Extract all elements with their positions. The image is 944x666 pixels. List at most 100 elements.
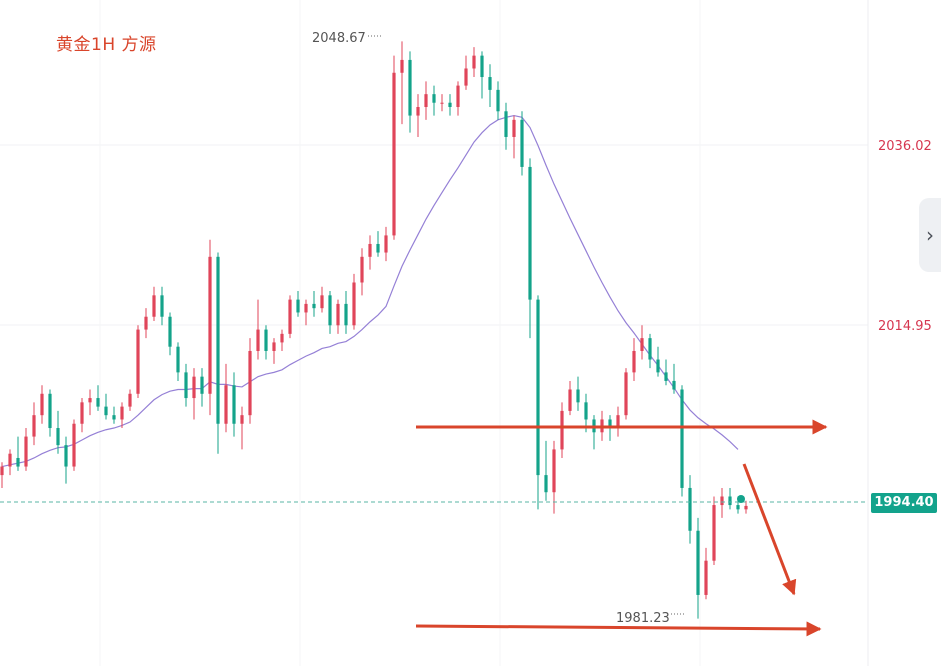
- candle-body: [416, 107, 420, 116]
- candle-body: [640, 338, 644, 351]
- candle-body: [240, 415, 244, 424]
- candle-body: [16, 457, 20, 467]
- candle: [304, 299, 308, 326]
- candle-body: [544, 475, 548, 493]
- candle: [88, 389, 92, 416]
- candle-body: [120, 406, 124, 420]
- candle: [120, 402, 124, 429]
- candle: [104, 393, 108, 420]
- candle-body: [192, 376, 196, 399]
- candle-body: [368, 243, 372, 257]
- candle-body: [184, 372, 188, 399]
- candle: [184, 363, 188, 407]
- chevron-right-icon: ›: [926, 223, 934, 247]
- candle-body: [632, 350, 636, 373]
- candle: [440, 94, 444, 112]
- candle: [424, 81, 428, 120]
- candle-body: [568, 389, 572, 411]
- candle-body: [200, 376, 204, 394]
- candle: [192, 368, 196, 420]
- candle: [728, 487, 732, 510]
- candle: [176, 342, 180, 381]
- candle: [680, 385, 684, 497]
- candle: [560, 402, 564, 458]
- candle: [328, 291, 332, 334]
- candle: [696, 517, 700, 619]
- candle-body: [688, 487, 692, 531]
- candle-body: [288, 299, 292, 334]
- candle-body: [432, 94, 436, 103]
- candle: [504, 102, 508, 150]
- candle: [136, 325, 140, 399]
- ma-line: [1, 114, 739, 468]
- candle-body: [496, 89, 500, 112]
- candle: [408, 51, 412, 133]
- candle-body: [376, 243, 380, 253]
- candle: [40, 385, 44, 424]
- candle-body: [480, 55, 484, 78]
- candle-body: [280, 333, 284, 343]
- candle-body: [136, 329, 140, 394]
- candle: [432, 85, 436, 116]
- candle-body: [424, 94, 428, 108]
- candle: [648, 333, 652, 369]
- candle-body: [680, 389, 684, 488]
- candle: [144, 308, 148, 339]
- candle: [72, 419, 76, 471]
- candle: [488, 64, 492, 108]
- candle: [448, 94, 452, 116]
- downtrend-arrow: [742, 463, 797, 596]
- candle-body: [216, 256, 220, 424]
- candle: [512, 115, 516, 159]
- candle: [704, 547, 708, 600]
- candle-body: [8, 453, 12, 467]
- candle-body: [176, 346, 180, 373]
- candle-body: [168, 316, 172, 347]
- candle-body: [160, 295, 164, 317]
- candle-body: [608, 419, 612, 429]
- candle: [496, 81, 500, 120]
- candle: [360, 248, 364, 296]
- candle-body: [304, 303, 308, 313]
- candle: [248, 338, 252, 424]
- candle-body: [656, 359, 660, 373]
- candle: [208, 239, 212, 416]
- candle-body: [704, 560, 708, 595]
- candle: [336, 299, 340, 334]
- candle-body: [400, 59, 404, 73]
- candle: [664, 359, 668, 386]
- candle: [232, 372, 236, 437]
- annotations: [415, 419, 828, 637]
- candle-body: [536, 299, 540, 476]
- candle: [480, 51, 484, 99]
- candle-body: [456, 85, 460, 108]
- collapse-panel-button[interactable]: ›: [919, 198, 941, 272]
- candle-body: [392, 72, 396, 236]
- candle: [720, 487, 724, 518]
- moving-average-layer: [1, 114, 739, 468]
- candle-body: [264, 329, 268, 351]
- candle-body: [232, 385, 236, 424]
- candle-body: [464, 68, 468, 86]
- candle: [288, 295, 292, 339]
- candle-body: [720, 496, 724, 506]
- candle-body: [248, 350, 252, 416]
- candle-body: [624, 372, 628, 416]
- candle-body: [408, 59, 412, 116]
- candle: [32, 402, 36, 446]
- candle: [384, 226, 388, 262]
- candle-body: [48, 393, 52, 429]
- candles-layer: [0, 41, 748, 619]
- candle: [272, 338, 276, 364]
- candle: [80, 398, 84, 433]
- candle-body: [152, 295, 156, 317]
- candle: [320, 286, 324, 313]
- candle: [352, 273, 356, 330]
- candle: [264, 325, 268, 360]
- candle-body: [512, 119, 516, 137]
- candle-body: [320, 295, 324, 309]
- candle-body: [440, 102, 444, 104]
- candle: [48, 389, 52, 437]
- candle: [624, 368, 628, 420]
- candle: [592, 415, 596, 450]
